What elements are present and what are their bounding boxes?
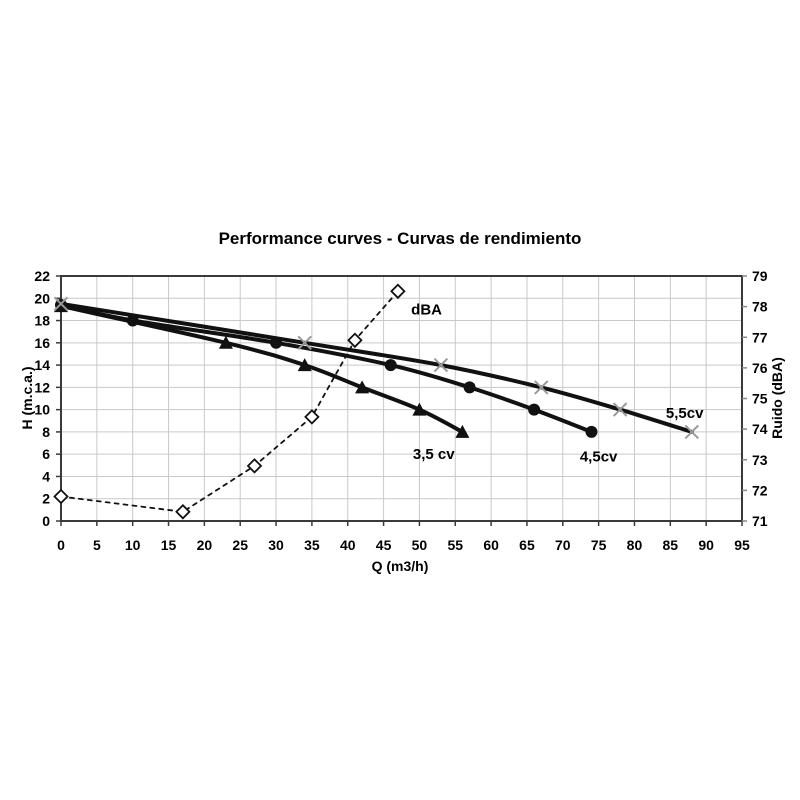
y-right-tick-label: 73	[752, 452, 768, 468]
series-4-5cv-marker-circle	[384, 359, 397, 372]
series-3-5-cv-marker-triangle	[455, 424, 470, 438]
series-5-5cv-marker-x	[433, 357, 449, 373]
y-left-tick-label: 14	[34, 357, 50, 373]
series-dba-marker-diamond	[246, 458, 263, 474]
y-right-tick-label: 77	[752, 329, 768, 345]
x-tick-label: 40	[340, 537, 356, 553]
y-right-tick-label: 74	[752, 421, 768, 437]
series-4-5cv-marker-circle	[585, 425, 598, 438]
series-dba-marker-diamond	[390, 283, 406, 300]
x-tick-label: 90	[698, 537, 714, 553]
x-tick-label: 50	[412, 537, 428, 553]
x-tick-label: 55	[447, 537, 463, 553]
x-tick-label: 80	[627, 537, 643, 553]
series-3-5-cv-marker-triangle	[218, 335, 233, 349]
x-tick-label: 25	[232, 537, 248, 553]
y-left-tick-label: 22	[34, 268, 50, 284]
y-left-tick-label: 16	[34, 335, 50, 351]
y-left-tick-label: 0	[42, 513, 50, 529]
annotation-dba: dBA	[411, 301, 442, 318]
y-left-tick-label: 2	[42, 491, 50, 507]
x-tick-label: 5	[93, 537, 101, 553]
series-5-5cv-marker-x	[297, 335, 312, 351]
series-5-5cv-marker-x	[534, 380, 549, 395]
plot-border	[60, 275, 743, 522]
x-tick-label: 75	[591, 537, 607, 553]
x-tick-label: 45	[376, 537, 392, 553]
x-tick-label: 70	[555, 537, 571, 553]
x-tick-label: 20	[197, 537, 213, 553]
series-3-5-cv-marker-triangle	[297, 358, 312, 372]
x-tick-label: 35	[304, 537, 320, 553]
y-left-tick-label: 20	[34, 290, 50, 306]
x-tick-label: 65	[519, 537, 535, 553]
x-tick-label: 10	[125, 537, 141, 553]
x-tick-label: 85	[663, 537, 679, 553]
annotation-5-5cv: 5,5cv	[666, 405, 704, 422]
series-5-5cv-marker-x	[684, 424, 700, 440]
y-left-tick-label: 10	[34, 402, 50, 418]
series-dba-marker-diamond	[175, 504, 191, 520]
series-4-5cv-marker-circle	[463, 381, 476, 394]
series-5-5cv-marker-x	[53, 296, 69, 312]
y-left-tick-label: 6	[42, 446, 50, 462]
series-3-5-cv-marker-triangle	[355, 380, 370, 394]
y-right-tick-label: 71	[752, 513, 768, 529]
series-5-5cv-marker-x	[612, 402, 628, 417]
x-axis-title: Q (m3/h)	[371, 558, 429, 574]
y-left-tick-label: 4	[42, 468, 50, 484]
x-tick-label: 15	[161, 537, 177, 553]
series-dba-line	[60, 290, 399, 513]
y-right-tick-label: 72	[752, 482, 768, 498]
y-left-tick-label: 8	[42, 424, 50, 440]
chart-title: Performance curves - Curvas de rendimien…	[218, 229, 582, 248]
series-3-5-cv-marker-triangle	[412, 402, 427, 416]
x-tick-label: 30	[268, 537, 284, 553]
y-right-tick-label: 78	[752, 299, 768, 315]
x-tick-label: 95	[734, 537, 750, 553]
series-4-5cv-marker-circle	[528, 403, 541, 416]
annotation-3-5-cv: 3,5 cv	[413, 446, 455, 463]
y-right-tick-label: 76	[752, 360, 768, 376]
x-tick-label: 0	[57, 537, 65, 553]
series-dba-marker-diamond	[304, 409, 320, 425]
x-tick-label: 60	[483, 537, 499, 553]
y-left-tick-label: 12	[34, 379, 50, 395]
y-right-tick-label: 79	[752, 268, 768, 284]
series-dba-marker-diamond	[53, 488, 69, 505]
y-right-tick-label: 75	[752, 391, 768, 407]
annotation-4-5cv: 4,5cv	[580, 448, 618, 465]
y-left-tick-label: 18	[34, 313, 50, 329]
series-dba-marker-diamond	[347, 332, 363, 349]
